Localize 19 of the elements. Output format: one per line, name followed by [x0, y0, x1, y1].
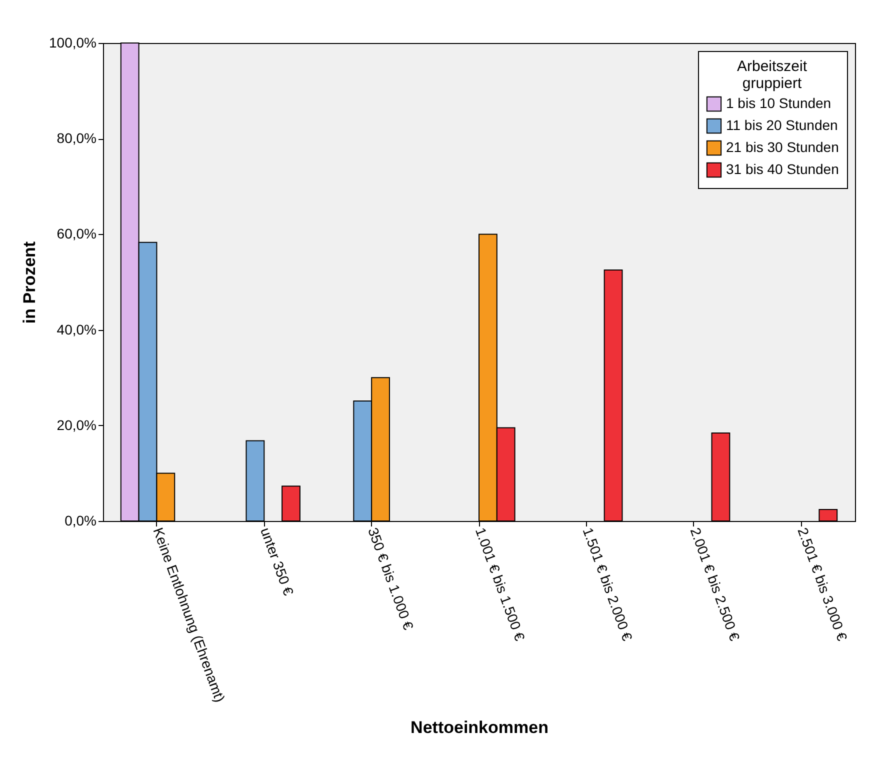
x-tick-label: 2.501 € bis 3.000 € [794, 525, 851, 644]
x-tick-label: 1.001 € bis 1.500 € [472, 525, 528, 644]
x-tick-label: 350 € bis 1.000 € [364, 525, 417, 632]
legend-label: 31 bis 40 Stunden [726, 161, 839, 177]
x-tick-label: 2.001 € bis 2.500 € [687, 525, 744, 644]
y-tick-label: 60,0% [56, 226, 96, 242]
legend-label: 11 bis 20 Stunden [726, 117, 838, 133]
y-tick-label: 80,0% [56, 130, 96, 146]
legend-label: 1 bis 10 Stunden [726, 95, 832, 111]
x-axis-title: Nettoeinkommen [410, 718, 548, 738]
y-tick-label: 40,0% [56, 321, 96, 338]
x-tick-label: 1.501 € bis 2.000 € [580, 525, 636, 644]
x-tick-label: unter 350 € [258, 525, 297, 598]
y-tick-label: 100,0% [49, 34, 96, 50]
y-axis-title: in Prozent [20, 241, 40, 324]
y-tick-label: 0,0% [64, 512, 96, 528]
legend-title: Arbeitszeit gruppiert [736, 58, 808, 92]
legend-label: 21 bis 30 Stunden [726, 139, 839, 155]
y-tick-label: 20,0% [56, 416, 96, 433]
